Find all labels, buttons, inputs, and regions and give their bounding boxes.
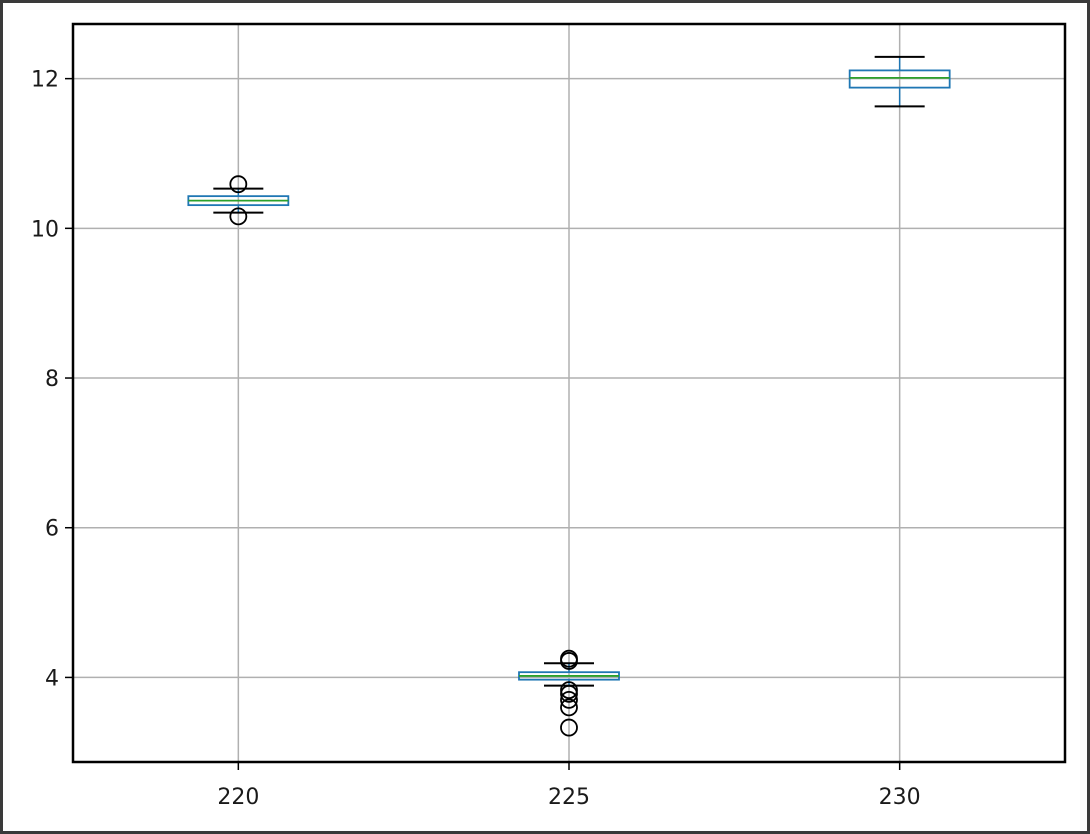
box-series	[187, 55, 951, 737]
y-tick-label: 8	[45, 367, 59, 392]
box-220	[187, 175, 290, 226]
y-tick-label: 12	[31, 68, 59, 93]
grid-lines	[73, 24, 1065, 762]
x-tick-label: 230	[879, 785, 921, 810]
outlier-point	[560, 649, 578, 668]
box-iqr	[848, 69, 951, 89]
outlier-point	[560, 718, 578, 737]
y-tick-label: 4	[45, 666, 59, 691]
axis-ticks: 4 6 8 10 12 220 225 230	[31, 68, 921, 810]
outlier-point	[229, 207, 248, 226]
box-230	[848, 55, 951, 108]
outlier-point	[560, 681, 578, 700]
box-225	[518, 649, 620, 737]
x-tick-label: 225	[548, 785, 590, 810]
x-tick-label: 220	[217, 785, 259, 810]
y-tick-label: 6	[45, 517, 59, 542]
outlier-point	[560, 698, 578, 717]
y-tick-label: 10	[31, 217, 59, 242]
outlier-point	[560, 690, 578, 709]
outlier-point	[229, 175, 248, 194]
